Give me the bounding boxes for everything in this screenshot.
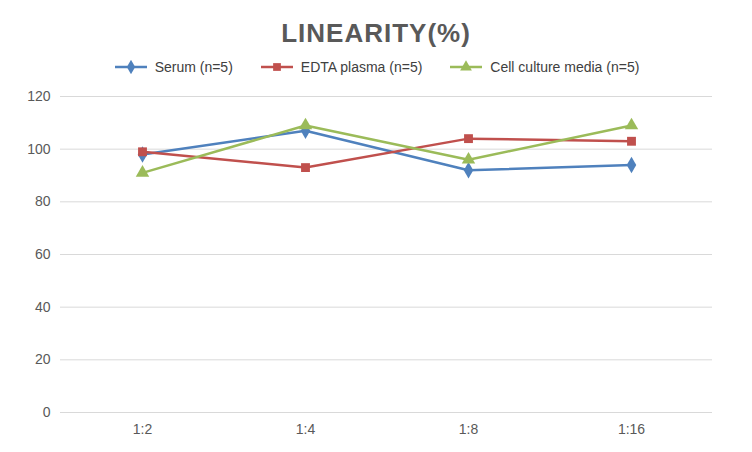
svg-text:60: 60	[35, 246, 51, 262]
svg-text:20: 20	[35, 351, 51, 367]
svg-text:0: 0	[43, 404, 51, 420]
html-text:LINEARITY(%): LINEARITY(%)	[281, 18, 471, 48]
svg-text:1:8: 1:8	[459, 421, 479, 437]
html-text:Serum (n=5): Serum (n=5)	[154, 59, 233, 75]
svg-text:1:16: 1:16	[618, 421, 645, 437]
svg-text:1:2: 1:2	[133, 421, 153, 437]
svg-text:1:4: 1:4	[296, 421, 316, 437]
svg-text:80: 80	[35, 193, 51, 209]
svg-text:120: 120	[27, 88, 51, 104]
html-text:Cell culture media (n=5): Cell culture media (n=5)	[490, 59, 640, 75]
svg-text:100: 100	[27, 141, 51, 157]
svg-text:40: 40	[35, 299, 51, 315]
html-text:EDTA plasma (n=5): EDTA plasma (n=5)	[300, 59, 423, 75]
